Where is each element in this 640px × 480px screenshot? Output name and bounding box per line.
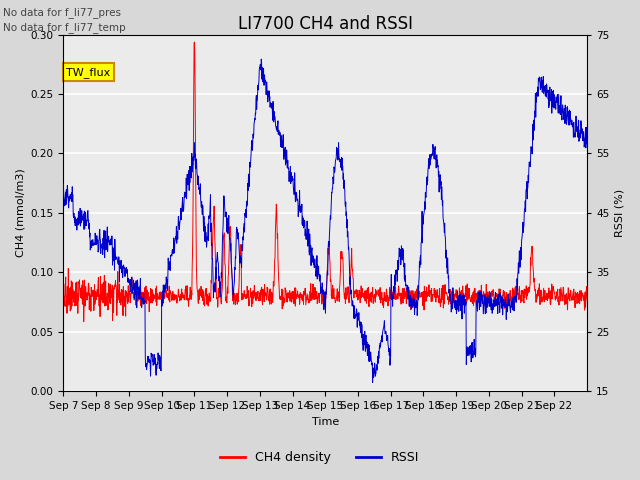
- X-axis label: Time: Time: [312, 417, 339, 427]
- Text: No data for f_li77_pres: No data for f_li77_pres: [3, 7, 121, 18]
- Y-axis label: CH4 (mmol/m3): CH4 (mmol/m3): [15, 168, 25, 257]
- Text: No data for f_li77_temp: No data for f_li77_temp: [3, 22, 126, 33]
- Text: TW_flux: TW_flux: [66, 67, 110, 78]
- Title: LI7700 CH4 and RSSI: LI7700 CH4 and RSSI: [238, 15, 413, 33]
- Y-axis label: RSSI (%): RSSI (%): [615, 189, 625, 237]
- Legend: CH4 density, RSSI: CH4 density, RSSI: [216, 446, 424, 469]
